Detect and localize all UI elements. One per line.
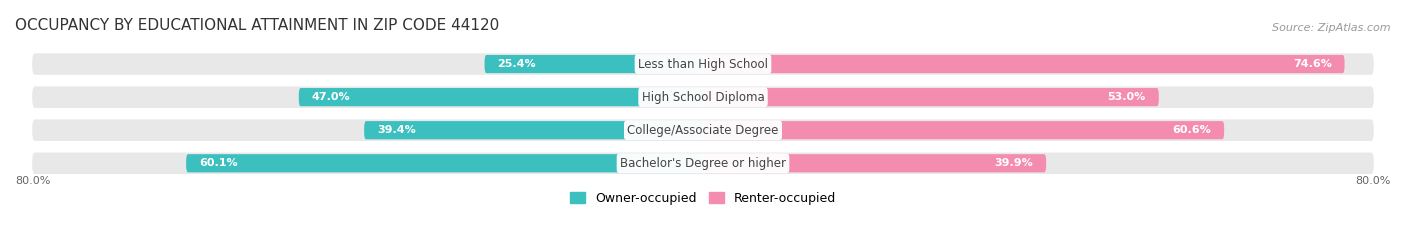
- FancyBboxPatch shape: [364, 121, 703, 139]
- Text: 74.6%: 74.6%: [1292, 59, 1331, 69]
- FancyBboxPatch shape: [32, 120, 1374, 141]
- FancyBboxPatch shape: [485, 55, 703, 73]
- Text: Bachelor's Degree or higher: Bachelor's Degree or higher: [620, 157, 786, 170]
- FancyBboxPatch shape: [32, 53, 1374, 75]
- Text: 47.0%: 47.0%: [312, 92, 350, 102]
- Text: 39.4%: 39.4%: [377, 125, 416, 135]
- Text: 53.0%: 53.0%: [1108, 92, 1146, 102]
- Text: College/Associate Degree: College/Associate Degree: [627, 124, 779, 137]
- FancyBboxPatch shape: [299, 88, 703, 106]
- FancyBboxPatch shape: [32, 153, 1374, 174]
- Text: 25.4%: 25.4%: [498, 59, 536, 69]
- Text: 60.6%: 60.6%: [1173, 125, 1211, 135]
- Text: 80.0%: 80.0%: [15, 176, 51, 186]
- FancyBboxPatch shape: [32, 86, 1374, 108]
- Text: 80.0%: 80.0%: [1355, 176, 1391, 186]
- Text: OCCUPANCY BY EDUCATIONAL ATTAINMENT IN ZIP CODE 44120: OCCUPANCY BY EDUCATIONAL ATTAINMENT IN Z…: [15, 18, 499, 33]
- FancyBboxPatch shape: [703, 55, 1344, 73]
- Text: 39.9%: 39.9%: [994, 158, 1033, 168]
- Text: Source: ZipAtlas.com: Source: ZipAtlas.com: [1272, 23, 1391, 33]
- Text: Less than High School: Less than High School: [638, 58, 768, 71]
- Text: 60.1%: 60.1%: [200, 158, 238, 168]
- Text: High School Diploma: High School Diploma: [641, 91, 765, 104]
- FancyBboxPatch shape: [703, 121, 1225, 139]
- FancyBboxPatch shape: [703, 88, 1159, 106]
- Legend: Owner-occupied, Renter-occupied: Owner-occupied, Renter-occupied: [565, 187, 841, 210]
- FancyBboxPatch shape: [703, 154, 1046, 172]
- FancyBboxPatch shape: [186, 154, 703, 172]
